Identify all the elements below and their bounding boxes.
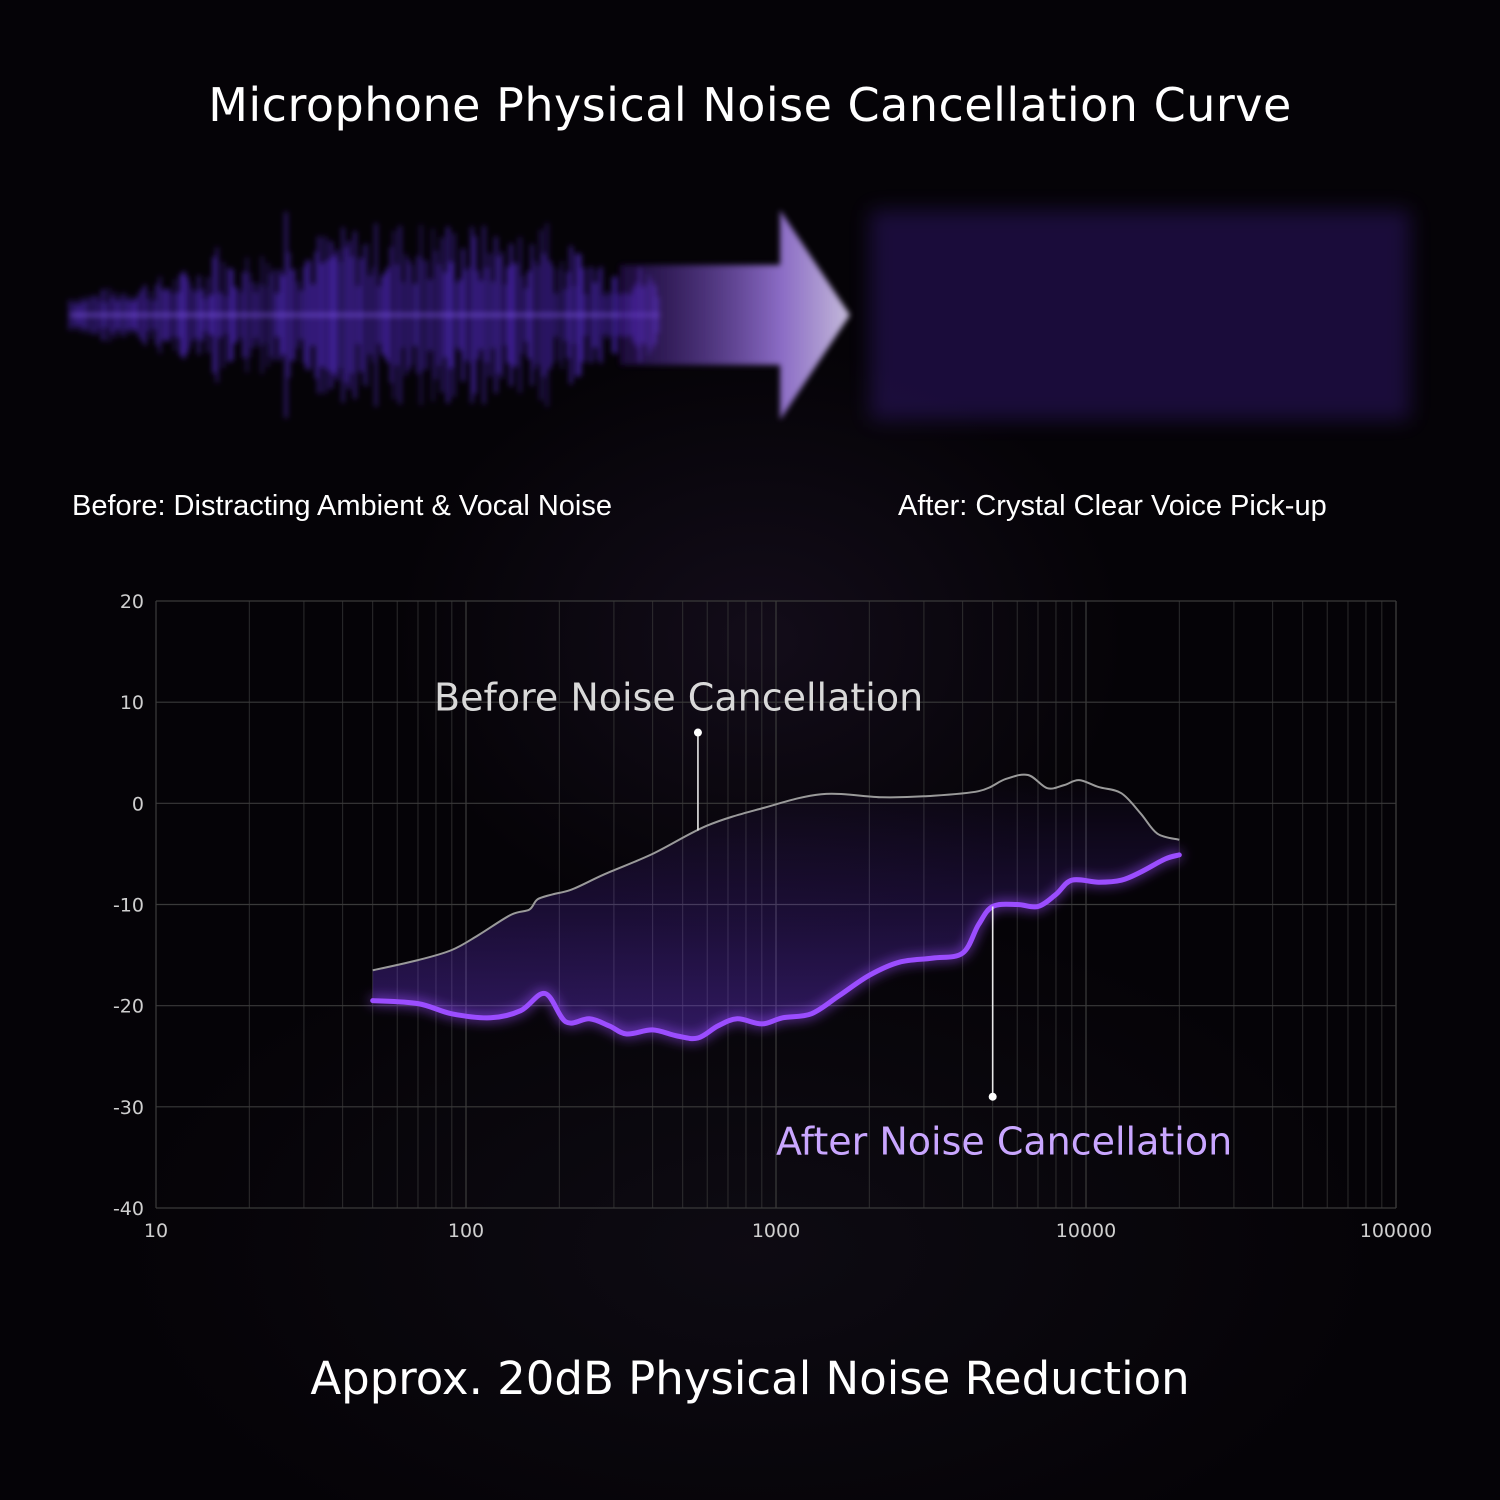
y-tick-label: -10 (113, 895, 144, 917)
footer-caption: Approx. 20dB Physical Noise Reduction (310, 1352, 1190, 1405)
x-tick-label: 100 (448, 1220, 484, 1242)
series-line-after (370, 852, 1182, 1042)
noisy-wave (69, 212, 660, 418)
before-caption: Before: Distracting Ambient & Vocal Nois… (72, 490, 612, 522)
x-tick-label: 10000 (1056, 1220, 1116, 1242)
y-tick-label: 20 (120, 591, 144, 613)
chart-series (370, 773, 1182, 1042)
x-tick-label: 10 (144, 1220, 168, 1242)
page-title: Microphone Physical Noise Cancellation C… (208, 78, 1292, 132)
y-tick-label: 0 (132, 793, 144, 815)
x-tick-label: 100000 (1360, 1220, 1433, 1242)
y-tick-label: 10 (120, 692, 144, 714)
annotation-dot (693, 728, 702, 737)
after-caption: After: Crystal Clear Voice Pick-up (898, 490, 1327, 522)
reduction-area (372, 774, 1180, 1039)
soundwave-illustration (69, 210, 1410, 420)
x-tick-label: 1000 (752, 1220, 800, 1242)
reduction-area-fill (372, 774, 1180, 1039)
chart-annotations: Before Noise Cancellation After Noise Can… (434, 676, 1232, 1164)
annotation-before-label: Before Noise Cancellation (434, 676, 923, 720)
arrow-icon (620, 210, 850, 420)
y-tick-label: -40 (113, 1198, 144, 1220)
annotation-dot (988, 1092, 997, 1101)
y-tick-label: -20 (113, 996, 144, 1018)
clean-wave (870, 210, 1410, 420)
series-line-before (372, 773, 1180, 972)
chart-grid (155, 600, 1397, 1209)
annotation-after-label: After Noise Cancellation (776, 1120, 1232, 1164)
y-tick-label: -30 (113, 1097, 144, 1119)
